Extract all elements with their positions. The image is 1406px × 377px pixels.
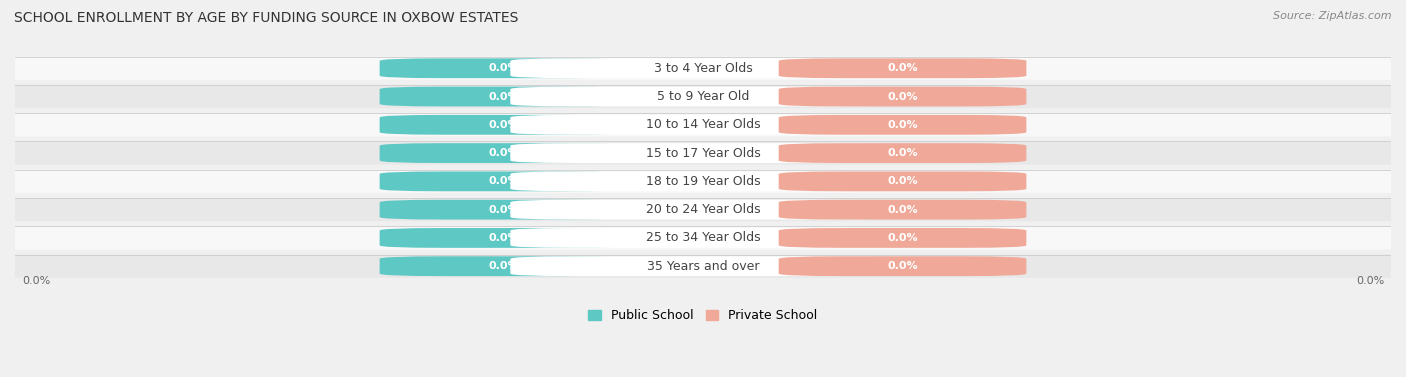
Legend: Public School, Private School: Public School, Private School [585,305,821,326]
FancyBboxPatch shape [380,172,627,191]
Text: 0.0%: 0.0% [488,63,519,73]
FancyBboxPatch shape [380,143,627,163]
FancyBboxPatch shape [380,200,627,219]
Text: SCHOOL ENROLLMENT BY AGE BY FUNDING SOURCE IN OXBOW ESTATES: SCHOOL ENROLLMENT BY AGE BY FUNDING SOUR… [14,11,519,25]
Text: 0.0%: 0.0% [887,148,918,158]
FancyBboxPatch shape [779,228,1026,248]
Text: 0.0%: 0.0% [22,276,51,286]
FancyBboxPatch shape [15,141,1391,165]
FancyBboxPatch shape [380,58,627,78]
Text: 0.0%: 0.0% [887,92,918,101]
Text: 3 to 4 Year Olds: 3 to 4 Year Olds [654,62,752,75]
FancyBboxPatch shape [779,256,1026,276]
FancyBboxPatch shape [779,172,1026,191]
Text: 0.0%: 0.0% [887,261,918,271]
Text: 20 to 24 Year Olds: 20 to 24 Year Olds [645,203,761,216]
FancyBboxPatch shape [380,228,627,248]
FancyBboxPatch shape [510,228,896,248]
Text: 0.0%: 0.0% [887,176,918,186]
Text: 0.0%: 0.0% [887,233,918,243]
Text: 0.0%: 0.0% [488,120,519,130]
Text: 0.0%: 0.0% [488,176,519,186]
Text: 0.0%: 0.0% [488,205,519,215]
FancyBboxPatch shape [15,57,1391,80]
FancyBboxPatch shape [779,87,1026,106]
Text: 0.0%: 0.0% [887,63,918,73]
Text: 0.0%: 0.0% [488,261,519,271]
Text: 0.0%: 0.0% [488,92,519,101]
FancyBboxPatch shape [380,87,627,106]
Text: 35 Years and over: 35 Years and over [647,260,759,273]
FancyBboxPatch shape [380,115,627,135]
FancyBboxPatch shape [15,254,1391,278]
Text: 0.0%: 0.0% [887,120,918,130]
FancyBboxPatch shape [510,58,896,78]
FancyBboxPatch shape [15,226,1391,250]
Text: 0.0%: 0.0% [887,205,918,215]
FancyBboxPatch shape [380,256,627,276]
FancyBboxPatch shape [510,172,896,191]
Text: 0.0%: 0.0% [488,148,519,158]
FancyBboxPatch shape [779,143,1026,163]
Text: 0.0%: 0.0% [488,233,519,243]
Text: 10 to 14 Year Olds: 10 to 14 Year Olds [645,118,761,131]
FancyBboxPatch shape [510,115,896,135]
FancyBboxPatch shape [779,115,1026,135]
FancyBboxPatch shape [779,58,1026,78]
Text: 0.0%: 0.0% [1355,276,1384,286]
Text: 5 to 9 Year Old: 5 to 9 Year Old [657,90,749,103]
FancyBboxPatch shape [779,200,1026,219]
Text: 18 to 19 Year Olds: 18 to 19 Year Olds [645,175,761,188]
Text: 25 to 34 Year Olds: 25 to 34 Year Olds [645,231,761,244]
FancyBboxPatch shape [15,170,1391,193]
FancyBboxPatch shape [510,256,896,276]
FancyBboxPatch shape [15,113,1391,136]
Text: 15 to 17 Year Olds: 15 to 17 Year Olds [645,147,761,159]
FancyBboxPatch shape [15,85,1391,108]
FancyBboxPatch shape [510,200,896,219]
FancyBboxPatch shape [15,198,1391,221]
FancyBboxPatch shape [510,143,896,163]
FancyBboxPatch shape [510,87,896,106]
Text: Source: ZipAtlas.com: Source: ZipAtlas.com [1274,11,1392,21]
